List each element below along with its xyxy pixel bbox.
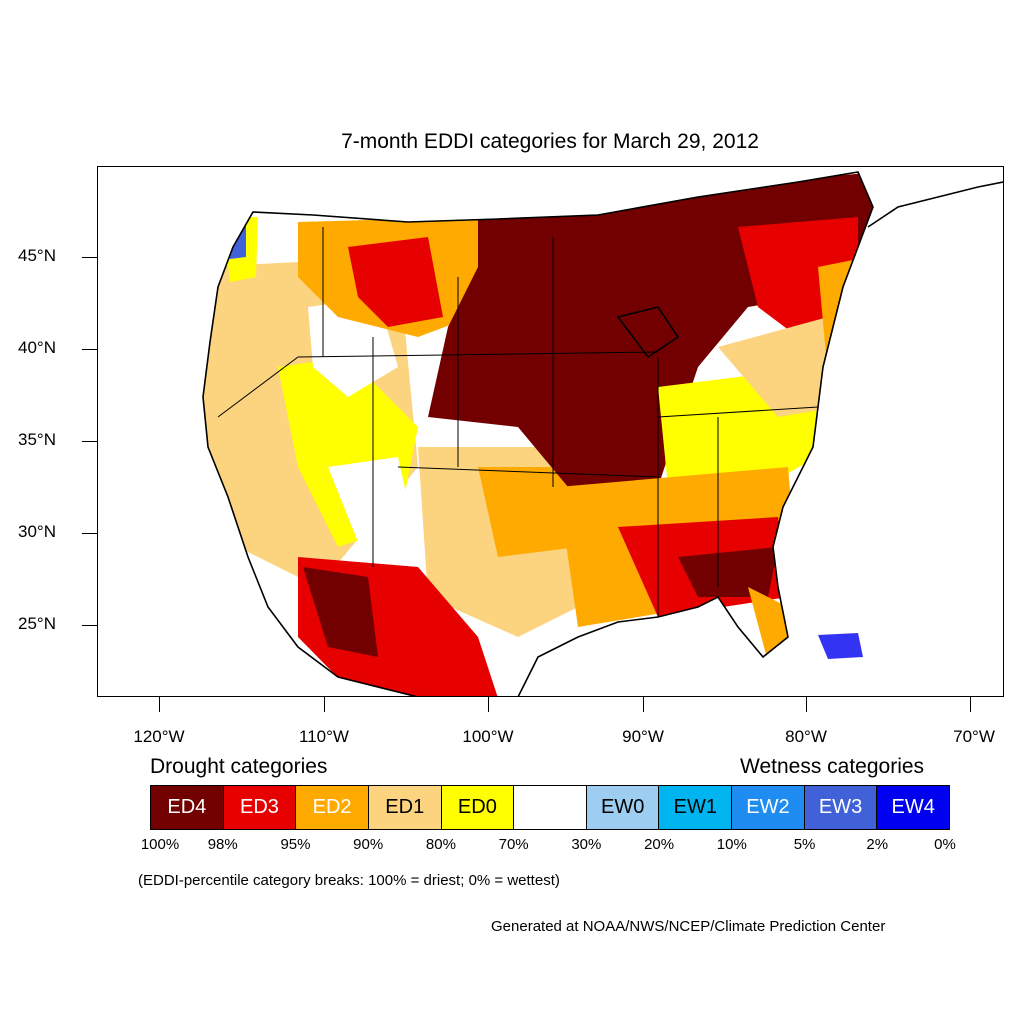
lon-label-100w: 100°W <box>462 727 514 746</box>
lon-tick <box>643 697 644 712</box>
legend-ew2: EW2 <box>732 786 805 829</box>
percentile-label: 70% <box>498 836 529 853</box>
lat-label-45: 45°N <box>18 246 56 265</box>
legend-ed2: ED2 <box>296 786 369 829</box>
lon-tick <box>159 697 160 712</box>
lat-label-35: 35°N <box>18 430 56 449</box>
lon-label-120w: 120°W <box>133 727 185 746</box>
lon-label-90w: 90°W <box>622 727 664 746</box>
legend-bar: ED4 ED3 ED2 ED1 ED0 EW0 EW1 EW2 EW3 EW4 <box>150 785 950 830</box>
lat-tick <box>82 257 97 258</box>
breaks-note: (EDDI-percentile category breaks: 100% =… <box>138 872 560 889</box>
lon-label-70w: 70°W <box>953 727 995 746</box>
legend-ed3: ED3 <box>223 786 297 829</box>
percentile-label: 80% <box>425 836 456 853</box>
percentile-label: 30% <box>571 836 602 853</box>
legend-ed1: ED1 <box>368 786 442 829</box>
lon-label-80w: 80°W <box>785 727 827 746</box>
map-frame <box>97 166 1004 697</box>
credit-line: Generated at NOAA/NWS/NCEP/Climate Predi… <box>491 918 886 935</box>
lon-tick <box>324 697 325 712</box>
percentile-label: 5% <box>793 836 816 853</box>
drought-heading: Drought categories <box>150 755 328 778</box>
lat-label-40: 40°N <box>18 338 56 357</box>
percentile-label: 20% <box>644 836 675 853</box>
lon-label-110w: 110°W <box>299 727 349 746</box>
lat-tick <box>82 625 97 626</box>
percentile-label: 2% <box>866 836 889 853</box>
legend-ed4: ED4 <box>151 786 224 829</box>
map-title: 7-month EDDI categories for March 29, 20… <box>341 130 759 153</box>
lat-tick <box>82 441 97 442</box>
percentile-label: 10% <box>716 836 747 853</box>
lon-tick <box>970 697 971 712</box>
lat-tick <box>82 349 97 350</box>
wetness-heading: Wetness categories <box>740 755 925 778</box>
percentile-label: 90% <box>353 836 384 853</box>
legend-ed0: ED0 <box>441 786 515 829</box>
percentile-label: 95% <box>280 836 311 853</box>
lat-tick <box>82 533 97 534</box>
percentile-label: 98% <box>207 836 238 853</box>
legend-neutral <box>514 786 587 829</box>
legend-ew4: EW4 <box>877 786 950 829</box>
percentile-label: 0% <box>934 836 956 853</box>
lon-tick <box>488 697 489 712</box>
percentile-label: 100% <box>140 836 180 853</box>
lon-tick <box>806 697 807 712</box>
eddi-map <box>202 171 1003 696</box>
legend-ew3: EW3 <box>804 786 878 829</box>
legend-ew0: EW0 <box>586 786 660 829</box>
lat-label-25: 25°N <box>18 614 56 633</box>
lat-label-30: 30°N <box>18 522 56 541</box>
legend-ew1: EW1 <box>659 786 733 829</box>
